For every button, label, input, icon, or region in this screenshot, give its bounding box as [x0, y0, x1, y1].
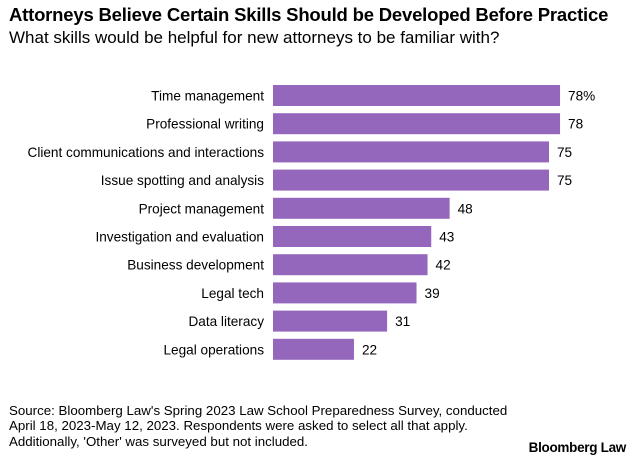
category-label: Time management — [151, 89, 264, 104]
category-label: Legal tech — [201, 286, 264, 301]
value-label: 43 — [439, 230, 454, 245]
bar — [273, 197, 450, 219]
bar — [273, 85, 561, 106]
value-label: 42 — [436, 258, 451, 273]
bar — [273, 141, 549, 163]
value-label: 75 — [557, 145, 572, 160]
bar — [273, 254, 428, 276]
bar-chart: Time management 78% Professional writing 78… — [28, 85, 595, 360]
bar — [273, 113, 561, 135]
chart-subtitle: What skills would be helpful for new att… — [9, 28, 500, 47]
source-note: Source: Bloomberg Law's Spring 2023 Law … — [9, 403, 508, 449]
bar — [273, 338, 354, 360]
bar — [273, 226, 432, 247]
value-label: 78% — [568, 89, 595, 104]
category-label: Data literacy — [188, 314, 264, 329]
brand-logo: Bloomberg Law — [528, 440, 627, 455]
category-label: Client communications and interactions — [28, 145, 265, 160]
value-label: 31 — [395, 314, 410, 329]
value-label: 48 — [458, 201, 473, 216]
chart-title: Attorneys Believe Certain Skills Should … — [9, 4, 609, 25]
value-label: 22 — [362, 342, 377, 357]
bar — [273, 310, 388, 332]
category-label: Professional writing — [146, 117, 264, 132]
value-label: 39 — [425, 286, 440, 301]
category-label: Issue spotting and analysis — [101, 173, 264, 188]
value-label: 75 — [557, 173, 572, 188]
bar — [273, 169, 549, 191]
category-label: Project management — [139, 201, 265, 216]
value-label: 78 — [568, 117, 583, 132]
category-label: Investigation and evaluation — [95, 230, 264, 245]
category-label: Business development — [127, 258, 264, 273]
bar — [273, 282, 417, 304]
category-label: Legal operations — [163, 342, 264, 357]
